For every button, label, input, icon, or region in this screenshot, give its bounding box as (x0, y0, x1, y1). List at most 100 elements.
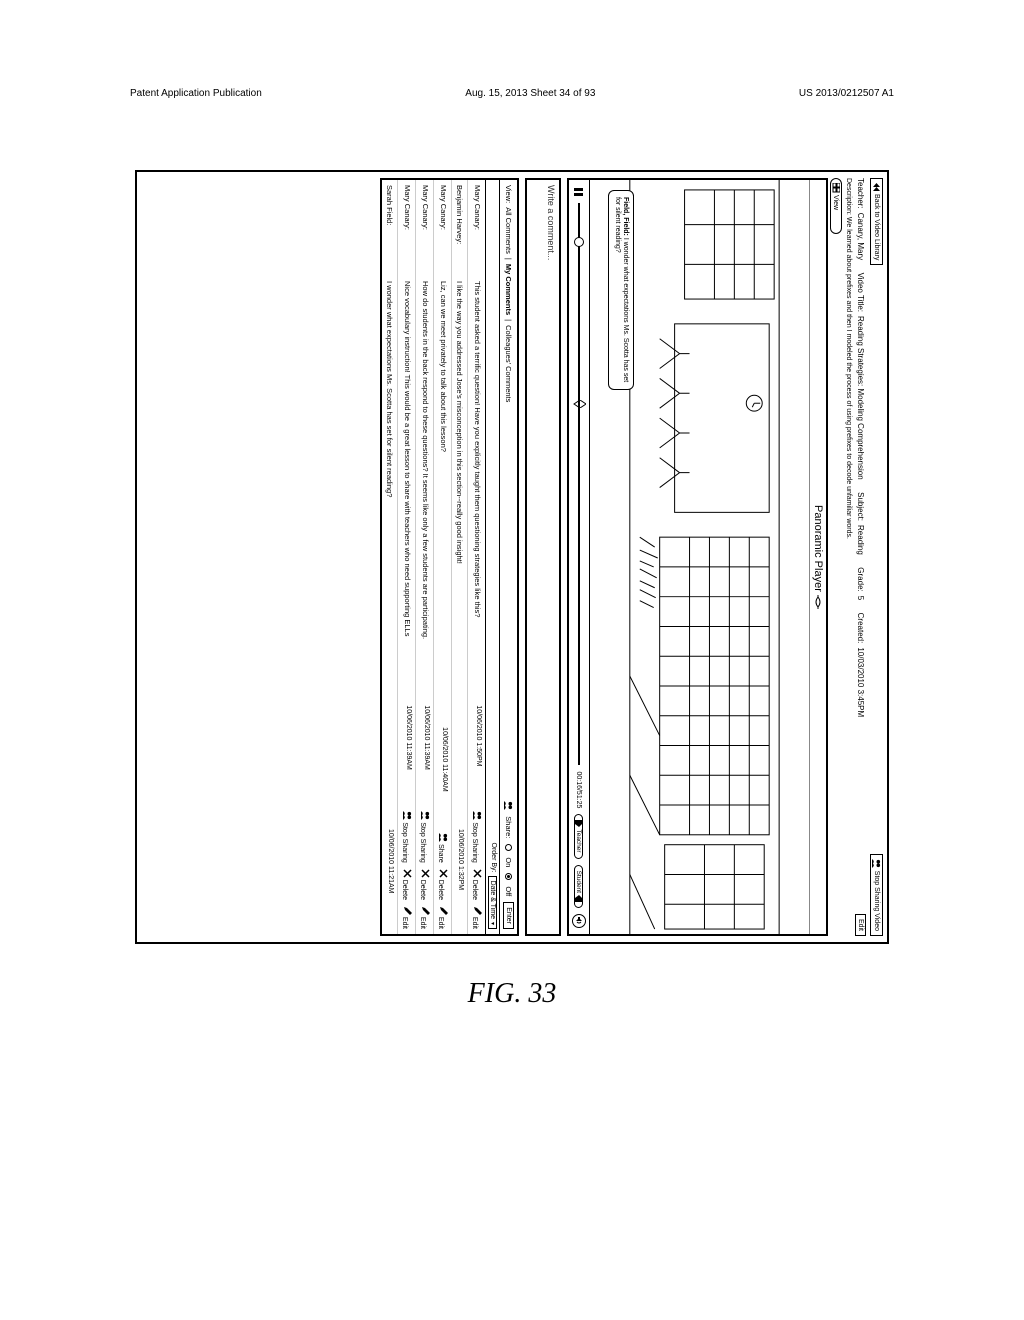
filter-row: View: All Comments | My Comments | Colle… (499, 180, 517, 934)
patent-header-right: US 2013/0212507 A1 (799, 88, 894, 99)
view-toggle-label: View (833, 195, 840, 210)
tag-student[interactable]: Student (575, 865, 584, 908)
edit-meta-label: Edit (857, 919, 864, 931)
subject-value: Reading (856, 525, 865, 555)
subject-label: Subject: (856, 492, 865, 521)
timecode: 00:16/51:25 (576, 771, 583, 808)
tag-teacher[interactable]: Teacher (575, 814, 584, 858)
delete-action[interactable]: Delete (471, 869, 482, 900)
comment-author: Benjamin Harvey: (455, 185, 464, 275)
order-row: Order By: Date & Time (485, 180, 499, 934)
share-on-radio[interactable] (505, 844, 512, 851)
comment-actions: Stop Sharing Delete Edit (419, 811, 430, 929)
share-off-radio[interactable] (505, 873, 512, 880)
scrubber[interactable] (574, 203, 584, 765)
pause-icon (575, 188, 584, 196)
comment-row: Mary Canary: This student asked a terrifi… (467, 180, 485, 934)
order-label: Order By: (488, 843, 497, 873)
comments-list: Mary Canary: This student asked a terrifi… (382, 180, 485, 934)
comment-row: Mary Canary:How do students in the back … (415, 180, 433, 934)
comment-bubble: Field, Field: I wonder what expectations… (608, 190, 634, 390)
player-title: Panoramic Player (810, 180, 826, 934)
description-row: Description: We learned about prefixes a… (842, 172, 853, 942)
app-frame: Back to Video Library Stop Sharing Video… (135, 170, 889, 944)
delete-action[interactable]: Delete (419, 869, 430, 900)
back-to-library-label: Back to Video Library (873, 194, 880, 260)
comment-timestamp: 10/06/2010 11:21AM (385, 829, 394, 929)
edit-action[interactable]: Edit (401, 906, 412, 929)
patent-header-mid: Aug. 15, 2013 Sheet 34 of 93 (465, 88, 595, 99)
comment-author: Mary Canary: (401, 185, 412, 275)
tag-icon (576, 895, 583, 902)
share-label: Share: (504, 816, 513, 838)
comment-body: This student asked a terrific question! … (471, 281, 482, 699)
filter-view-tabs: View: All Comments | My Comments | Colle… (503, 185, 514, 402)
grade-value: 5 (856, 596, 865, 600)
comment-body: Nice vocabulary instruction! This would … (401, 281, 412, 699)
order-select[interactable]: Date & Time (488, 876, 497, 929)
comment-placeholder: Write a comment... (546, 185, 556, 260)
meta-labels: Teacher: Canary, Mary Video Title: Readi… (856, 178, 865, 717)
comment-row: Benjamin Harvey: I like the way you addre… (451, 180, 467, 934)
stop-sharing-video-label: Stop Sharing Video (873, 871, 880, 931)
comment-body: How do students in the back respond to t… (419, 281, 430, 699)
comment-actions: Share Delete Edit (437, 833, 448, 929)
off-label: Off (504, 886, 513, 896)
back-to-library-button[interactable]: Back to Video Library (870, 178, 883, 265)
scrub-marker-icon (572, 400, 586, 408)
teacher-label: Teacher: (856, 178, 865, 209)
comment-body: I like the way you addressed Jose's misc… (455, 281, 464, 823)
pause-button[interactable] (574, 186, 585, 197)
created-value: 10/03/2010 3:45PM (856, 647, 865, 717)
tab-colleagues-comments[interactable]: Colleagues' Comments (504, 325, 513, 402)
tab-my-comments[interactable]: My Comments (504, 264, 513, 315)
teacher-value: Canary, Mary (856, 213, 865, 260)
scrub-track (578, 203, 580, 765)
patent-header: Patent Application Publication Aug. 15, … (0, 88, 1024, 99)
delete-action[interactable]: Delete (401, 869, 412, 900)
comment-row: Sarah Field:I wonder what expectations M… (382, 180, 397, 934)
comment-author: Mary Canary: (471, 185, 482, 275)
player-canvas[interactable]: Field, Field: I wonder what expectations… (590, 180, 810, 934)
tag-icon (576, 820, 583, 827)
grid-icon (832, 183, 840, 193)
comment-timestamp: 10/06/2010 1:50PM (471, 705, 482, 805)
volume-button[interactable] (572, 914, 586, 928)
figure-label: FIG. 33 (0, 978, 1024, 1010)
filter-share: Share: On Off Enter (503, 801, 514, 929)
comment-author: Mary Canary: (437, 185, 448, 275)
on-label: On (504, 857, 513, 867)
edit-action[interactable]: Edit (471, 906, 482, 929)
comment-row: Mary Canary: Liz, can we meet privately t… (433, 180, 451, 934)
comment-actions: Stop Sharing Delete Edit (401, 811, 412, 929)
tab-all-comments[interactable]: All Comments (504, 207, 513, 254)
stop-sharing-video-button[interactable]: Stop Sharing Video (870, 854, 883, 936)
comment-body: I wonder what expectations Ms. Scotta ha… (385, 281, 394, 823)
view-label: View: (504, 185, 513, 203)
edit-action[interactable]: Edit (437, 906, 448, 929)
comment-input[interactable]: Write a comment... (525, 178, 561, 936)
title-label: Video Title: (856, 273, 865, 312)
description-label: Description: (845, 178, 852, 215)
view-toggle[interactable]: View (830, 178, 842, 234)
share-action[interactable]: Share (437, 833, 448, 863)
meta-row: Teacher: Canary, Mary Video Title: Readi… (853, 172, 868, 942)
scrub-knob[interactable] (574, 237, 584, 247)
edit-action[interactable]: Edit (419, 906, 430, 929)
grade-label: Grade: (856, 567, 865, 591)
share-action[interactable]: Stop Sharing (401, 811, 412, 862)
share-action[interactable]: Stop Sharing (471, 811, 482, 862)
back-arrow-icon (873, 183, 880, 191)
pano-icon (813, 595, 823, 609)
comment-timestamp: 10/06/2010 11:40AM (437, 727, 448, 827)
comment-body: Liz, can we meet privately to talk about… (437, 281, 448, 721)
share-action[interactable]: Stop Sharing (419, 811, 430, 862)
patent-header-left: Patent Application Publication (130, 88, 262, 99)
player-box: Panoramic Player (567, 178, 828, 936)
delete-action[interactable]: Delete (437, 869, 448, 900)
enter-button[interactable]: Enter (503, 902, 514, 929)
topbar: Back to Video Library Stop Sharing Video (868, 172, 887, 942)
player-controls: 00:16/51:25 Teacher Student (569, 180, 590, 934)
edit-meta-button[interactable]: Edit (855, 914, 866, 936)
comment-timestamp: 10/06/2010 11:39AM (401, 705, 412, 805)
